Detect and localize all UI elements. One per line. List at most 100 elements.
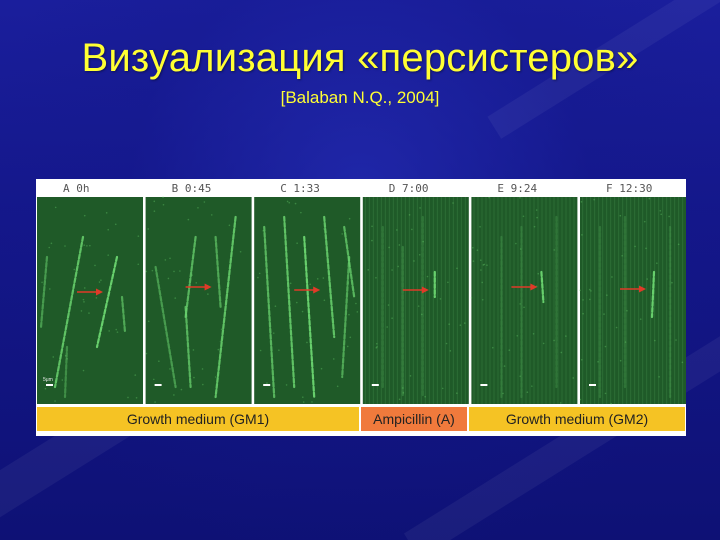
panel-texture-stripe [376, 197, 378, 404]
panel-texture-stripe [666, 197, 668, 404]
panel-speckle [656, 262, 658, 265]
panel-texture-stripe [533, 197, 535, 404]
panel-texture-stripe [590, 197, 592, 404]
panel-speckle [419, 207, 421, 209]
panel-speckle [137, 263, 140, 266]
panel-texture-stripe [424, 197, 426, 404]
panel-speckle [169, 257, 171, 260]
panel-speckle [606, 294, 608, 296]
panel-speckle [64, 354, 67, 357]
bacteria-chain [263, 225, 276, 399]
panel-speckle [391, 317, 393, 319]
panel-speckle [192, 349, 195, 351]
panel-speckle [375, 346, 378, 349]
panel-speckle [516, 335, 519, 337]
bacteria-chain [184, 235, 197, 319]
panel-texture-stripe [678, 197, 680, 404]
panel-speckle [320, 367, 323, 370]
persister-arrow-head [421, 286, 429, 294]
panel-speckle [114, 223, 117, 226]
panel-texture-stripe [565, 197, 567, 404]
panel-texture-stripe [594, 197, 596, 404]
panel-speckle [422, 240, 424, 243]
panel-speckle [481, 281, 484, 284]
panel-speckle [348, 313, 350, 316]
panel-speckle [579, 398, 582, 401]
panel-speckle [610, 402, 613, 405]
panel-speckle [86, 245, 88, 247]
panel-background [471, 197, 578, 404]
panel-texture-stripe [444, 197, 446, 404]
condition-label: Growth medium (GM1) [127, 411, 269, 427]
panel-speckle [447, 281, 449, 284]
panel-speckle [486, 264, 488, 266]
panel-speckle [173, 394, 175, 396]
panel-speckle [413, 260, 415, 262]
panel-texture-stripe [682, 197, 684, 404]
panel-speckle [288, 201, 291, 204]
panel-texture-stripe [654, 197, 656, 404]
bacteria-chain [63, 345, 69, 399]
panel-speckle [535, 209, 538, 211]
panel-texture-stripe [497, 197, 499, 404]
panel-speckle [445, 342, 448, 345]
bacteria-chain [154, 265, 177, 389]
panel-texture-stripe [489, 197, 491, 404]
panel-texture-stripe [400, 197, 402, 404]
panel-speckle [82, 369, 85, 372]
panel-speckle [356, 311, 359, 313]
panel-speckle [559, 402, 562, 404]
panel-texture-stripe [602, 197, 604, 404]
panel-speckle [619, 359, 622, 362]
panel-texture-stripe [493, 197, 495, 404]
panel-speckle [409, 375, 412, 377]
panel-speckle [593, 198, 595, 201]
panel-speckle [621, 254, 623, 257]
panel-speckle [257, 276, 259, 279]
panel-speckle [107, 254, 110, 256]
panel-speckle [502, 392, 504, 395]
panel-speckle [153, 210, 156, 212]
panel-speckle [153, 200, 156, 203]
panel-speckle [83, 244, 86, 246]
scale-bar [589, 384, 596, 386]
panel-speckle [135, 396, 138, 399]
panel-speckle [398, 398, 401, 401]
panel-speckle [322, 277, 325, 279]
microscopy-panel-a: 5μm [37, 197, 143, 404]
panel-speckle [228, 224, 231, 227]
bacteria-chain [95, 255, 119, 349]
panel-speckle [396, 229, 398, 231]
panel-background [362, 197, 469, 404]
panel-speckle [203, 201, 206, 203]
panel-speckle [301, 310, 304, 313]
panel-speckle [671, 281, 673, 284]
microscopy-figure: A 0h 5μm B 0:45 C 1:33 D 7:00 E 9:24 F 12:30 Gr… [36, 179, 686, 436]
panel-speckle [217, 348, 220, 351]
panel-speckle [66, 357, 68, 360]
panel-texture-stripe [517, 197, 519, 404]
panel-speckle [316, 278, 319, 280]
panel-speckle [52, 356, 55, 358]
panel-speckle [173, 270, 175, 273]
panel-speckle [658, 376, 660, 378]
panel-label-c: C 1:33 [280, 182, 320, 195]
panel-background [37, 197, 143, 404]
persister-arrow-head [96, 288, 103, 296]
bacteria-chain [214, 235, 222, 309]
panel-speckle [480, 269, 482, 271]
panel-texture-stripe [477, 197, 479, 404]
panel-speckle [456, 392, 458, 395]
panel-speckle [98, 281, 101, 283]
panel-speckle [553, 339, 555, 342]
panel-speckle [180, 388, 183, 391]
panel-texture-stripe [630, 197, 632, 404]
panel-speckle [50, 242, 53, 245]
panel-speckle [301, 396, 304, 398]
persister-arrow-head [639, 285, 646, 293]
panel-speckle [542, 342, 545, 345]
panel-texture-stripe [586, 197, 588, 404]
panel-speckle [210, 214, 213, 216]
panel-speckle [611, 276, 613, 278]
panel-texture-stripe [614, 197, 616, 404]
